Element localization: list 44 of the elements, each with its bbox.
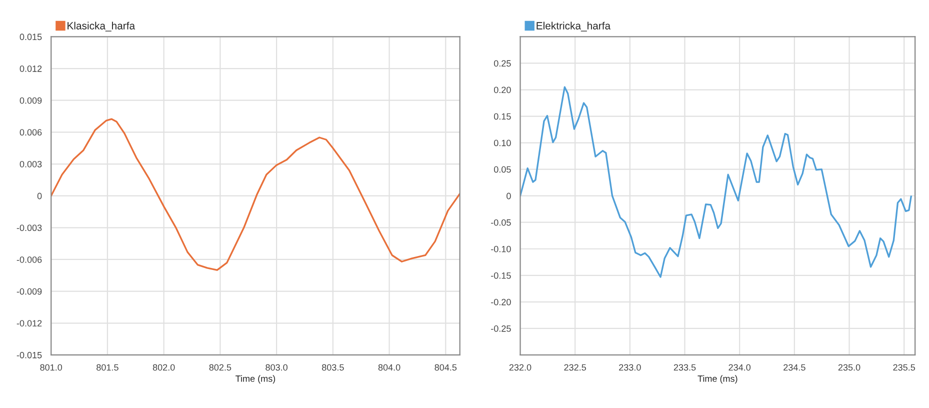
x-tick-label: 235.5	[893, 364, 916, 371]
y-tick-label: 0	[37, 192, 42, 200]
x-tick-label: 234.0	[728, 364, 751, 371]
y-tick-label: -0.015	[16, 352, 42, 358]
x-tick-label: 804.5	[434, 364, 457, 371]
x-tick-label: 235.0	[838, 364, 860, 371]
x-axis-title: Time (ms)	[236, 375, 276, 384]
x-tick-label: 803.5	[322, 364, 344, 371]
y-tick-label: 0.25	[494, 60, 511, 67]
y-tick-label: -0.003	[16, 224, 42, 232]
x-tick-label: 234.5	[784, 364, 806, 371]
y-tick-label: 0.10	[494, 140, 511, 146]
x-axis-title: Time (ms)	[698, 375, 738, 384]
x-tick-label: 801.5	[96, 364, 118, 371]
y-tick-label: -0.009	[16, 288, 42, 295]
y-tick-label: -0.20	[491, 298, 511, 306]
y-tick-label: 0.015	[20, 34, 42, 40]
y-tick-label: 0.20	[494, 86, 511, 94]
line-series	[51, 118, 460, 271]
y-tick-label: 0.05	[494, 166, 511, 173]
x-tick-label: 803.0	[266, 364, 288, 371]
x-tick-label: 802.0	[152, 364, 175, 371]
y-tick-label: -0.05	[491, 219, 511, 226]
x-tick-label: 801.0	[40, 364, 62, 371]
x-tick-label: 232.0	[509, 364, 532, 371]
line-series	[520, 86, 912, 278]
x-tick-label: 802.5	[209, 364, 232, 371]
x-tick-label: 232.5	[564, 364, 586, 371]
y-tick-label: -0.012	[16, 320, 42, 326]
y-tick-label: -0.006	[16, 256, 42, 263]
y-tick-label: 0.009	[20, 97, 42, 104]
legend-label: Klasicka_harfa	[68, 22, 136, 32]
legend-label: Elektricka_harfa	[536, 22, 611, 32]
y-tick-label: 0	[506, 192, 511, 200]
x-tick-label: 804.0	[378, 364, 400, 371]
y-tick-label: -0.25	[491, 325, 511, 332]
y-tick-label: 0.012	[20, 66, 42, 72]
y-tick-label: -0.10	[491, 246, 511, 252]
y-tick-label: 0.15	[494, 113, 511, 120]
y-tick-label: 0.006	[20, 129, 42, 136]
y-tick-label: 0.003	[20, 160, 42, 168]
x-tick-label: 233.0	[619, 364, 641, 371]
y-tick-label: -0.15	[491, 272, 511, 279]
x-tick-label: 233.5	[674, 364, 696, 371]
